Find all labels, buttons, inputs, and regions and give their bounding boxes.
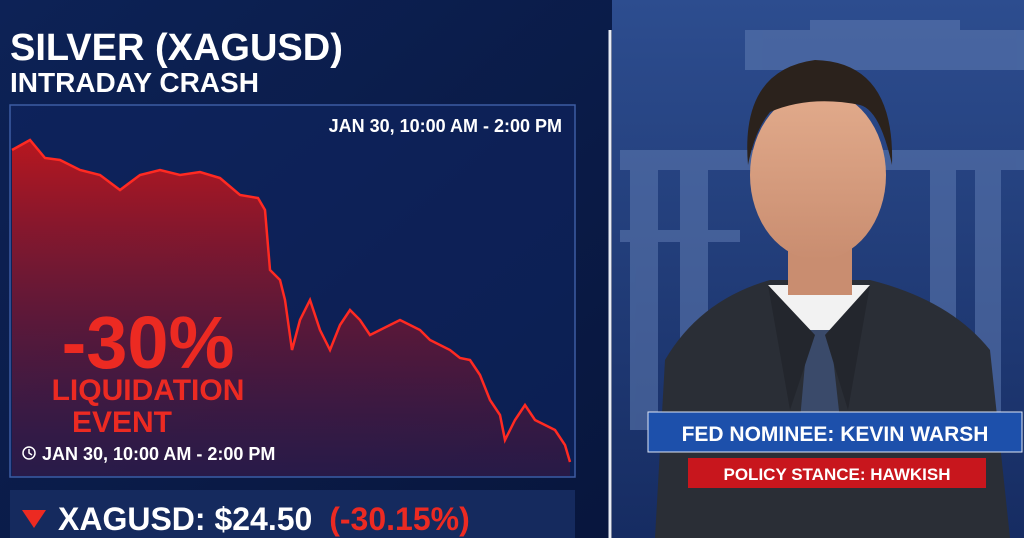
label-line1: LIQUIDATION (52, 374, 245, 407)
price-line (11, 138, 572, 463)
stance-bar (688, 458, 986, 488)
subtitle: INTRADAY CRASH (10, 67, 259, 98)
clock-icon (22, 446, 36, 460)
ticker-text: XAGUSD: $24.50 (-30.15%) (58, 501, 470, 537)
building (620, 20, 1024, 430)
title: SILVER (XAGUSD) (10, 27, 343, 69)
ticker-bar (10, 490, 575, 538)
headline: -30% (62, 301, 235, 384)
footer-time: JAN 30, 10:00 AM - 2:00 PM (42, 444, 275, 464)
label-line2: EVENT (72, 406, 172, 439)
ticker-change: (-30.15%) (329, 501, 470, 537)
ticker-symbol: XAGUSD: $24.50 (58, 501, 312, 537)
time-range: JAN 30, 10:00 AM - 2:00 PM (329, 116, 562, 136)
nominee-name: FED NOMINEE: KEVIN WARSH (682, 423, 989, 446)
policy-stance: POLICY STANCE: HAWKISH (724, 465, 951, 484)
down-arrow (22, 510, 46, 528)
price-area (12, 140, 570, 476)
name-bar (647, 411, 1023, 453)
